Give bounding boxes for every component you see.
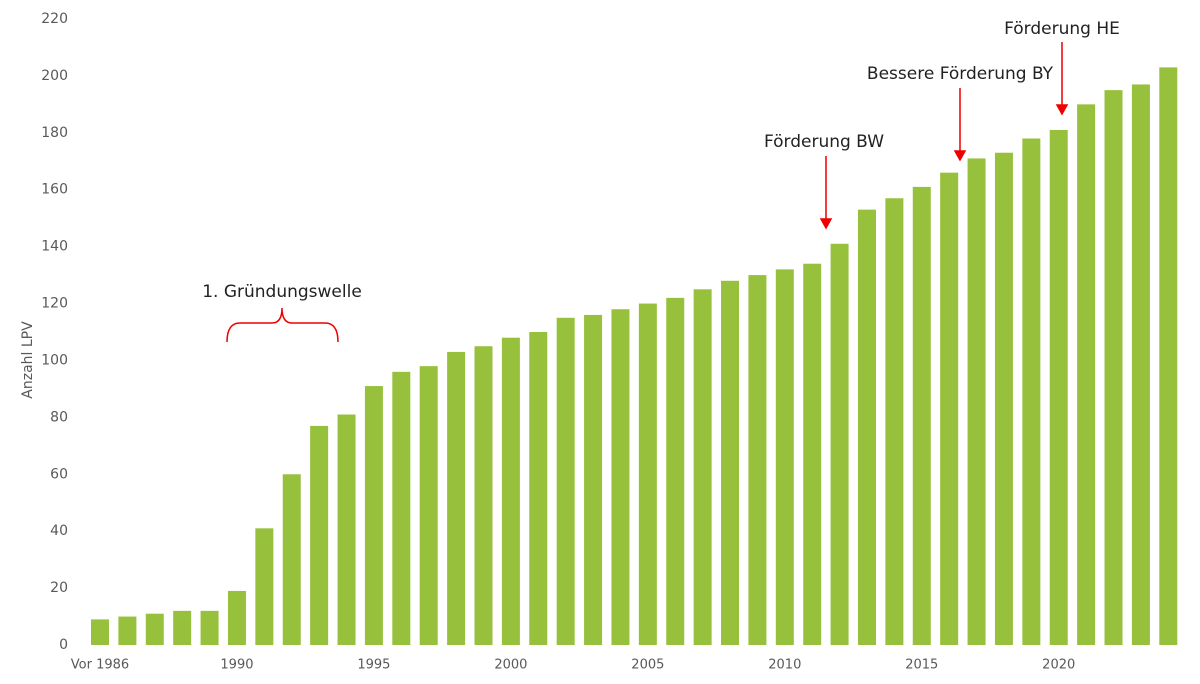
annotation: 1. Gründungswelle <box>202 282 362 302</box>
bar <box>173 610 192 645</box>
bar <box>310 425 329 645</box>
bar <box>1131 84 1150 646</box>
bar <box>1022 138 1041 645</box>
bar <box>1049 129 1068 646</box>
y-tick-label: 200 <box>41 68 68 84</box>
bar <box>556 317 575 645</box>
bar <box>666 297 685 645</box>
x-tick-label: 2005 <box>631 658 664 673</box>
arrow-head <box>953 150 967 162</box>
bar <box>200 610 219 645</box>
y-tick-label: 20 <box>50 580 68 596</box>
arrows <box>819 42 1069 230</box>
bar <box>638 303 657 645</box>
bar <box>1159 67 1178 645</box>
bar <box>721 280 740 645</box>
bar <box>501 337 520 645</box>
bar <box>857 209 876 646</box>
bar <box>994 152 1013 645</box>
y-tick-label: 60 <box>50 466 68 482</box>
bar <box>693 289 712 645</box>
y-tick-label: 140 <box>41 239 68 255</box>
bar <box>419 366 438 645</box>
bar <box>912 186 931 645</box>
arrow-head <box>1055 104 1069 116</box>
bar <box>474 346 493 645</box>
y-tick-label: 80 <box>50 409 68 425</box>
y-axis-label: Anzahl LPV <box>20 321 36 399</box>
bar <box>90 619 109 645</box>
x-tick-label: 2015 <box>905 658 938 673</box>
x-tick-label: 1990 <box>220 658 253 673</box>
bar <box>1104 90 1123 646</box>
bar <box>118 616 137 645</box>
bar <box>830 243 849 646</box>
x-tick-label: 2010 <box>768 658 801 673</box>
x-tick-label: 2020 <box>1042 658 1075 673</box>
bar <box>940 172 959 645</box>
annotation: Förderung BW <box>764 132 884 152</box>
bar <box>282 474 301 645</box>
bar <box>392 371 411 645</box>
bar <box>1077 104 1096 645</box>
bar <box>255 528 274 645</box>
annotation: Bessere Förderung BY <box>867 64 1054 84</box>
bar <box>364 386 383 645</box>
arrow-head <box>819 218 833 230</box>
y-tick-label: 120 <box>41 296 68 312</box>
bar <box>803 263 822 645</box>
x-tick-label: Vor 1986 <box>71 658 129 673</box>
bar <box>775 269 794 645</box>
y-tick-label: 40 <box>50 523 68 539</box>
bar <box>885 198 904 645</box>
bar <box>584 314 603 645</box>
y-tick-label: 220 <box>41 11 68 27</box>
bar <box>748 275 767 645</box>
bar <box>447 351 466 645</box>
bar <box>611 309 630 645</box>
brace <box>226 307 339 343</box>
bar <box>145 613 164 645</box>
annotation: Förderung HE <box>1004 19 1120 39</box>
y-tick-label: 100 <box>41 352 68 368</box>
bar <box>967 158 986 645</box>
y-tick-label: 180 <box>41 125 68 141</box>
x-tick-label: 2000 <box>494 658 527 673</box>
y-tick-label: 0 <box>59 637 68 653</box>
x-tick-label: 1995 <box>357 658 390 673</box>
bar <box>529 332 548 645</box>
bar <box>337 414 356 645</box>
y-tick-label: 160 <box>41 182 68 198</box>
bar <box>227 590 246 645</box>
